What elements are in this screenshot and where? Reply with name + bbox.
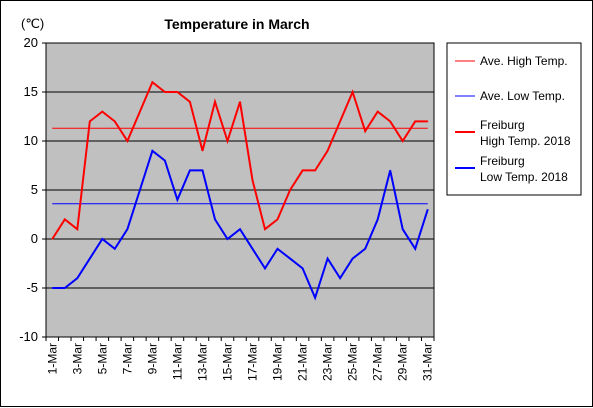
x-tick-label: 29-Mar — [396, 343, 410, 381]
x-tick-label: 1-Mar — [45, 343, 59, 374]
x-tick-label: 21-Mar — [296, 343, 310, 381]
x-tick-label: 23-Mar — [321, 343, 335, 381]
data-point — [101, 111, 103, 113]
legend-label: Freiburg — [480, 154, 525, 168]
data-point — [201, 150, 204, 152]
y-tick-label: 5 — [31, 182, 38, 197]
data-point — [239, 101, 241, 103]
data-point — [164, 91, 166, 93]
data-point — [51, 238, 53, 240]
x-tick-label: 7-Mar — [120, 343, 134, 374]
x-tick-label: 15-Mar — [220, 343, 234, 381]
y-tick-label: 0 — [31, 231, 38, 246]
data-point — [352, 91, 354, 93]
data-point — [327, 258, 329, 260]
data-point — [176, 91, 179, 93]
y-tick-label: 20 — [24, 35, 38, 50]
chart-title: Temperature in March — [164, 16, 309, 32]
data-point — [176, 199, 179, 201]
data-point — [414, 120, 416, 122]
data-point — [89, 120, 91, 122]
data-point — [264, 228, 266, 230]
data-point — [389, 120, 391, 122]
x-tick-label: 13-Mar — [195, 343, 209, 381]
x-tick-label: 27-Mar — [371, 343, 385, 381]
data-point — [414, 248, 416, 250]
data-point — [139, 189, 141, 191]
x-tick-label: 3-Mar — [70, 343, 84, 374]
data-point — [114, 120, 116, 122]
data-point — [89, 258, 91, 260]
data-point — [276, 248, 279, 250]
data-point — [226, 140, 229, 142]
data-point — [301, 169, 304, 171]
data-point — [264, 267, 266, 269]
data-point — [352, 258, 354, 260]
data-point — [251, 248, 254, 250]
x-tick-label: 31-Mar — [421, 343, 435, 381]
data-point — [214, 101, 216, 103]
data-point — [76, 277, 78, 279]
data-point — [289, 258, 291, 260]
plot-area: 20 15 10 5 0 -5 -10 1-Mar 3-Mar 5-Mar 7-Mar 9-Mar 11… — [19, 35, 435, 381]
data-point — [364, 248, 366, 250]
data-point — [339, 120, 341, 122]
data-point — [289, 189, 291, 191]
y-axis-unit: (℃) — [21, 16, 44, 31]
data-point — [151, 150, 153, 152]
x-tick-label: 17-Mar — [246, 343, 260, 381]
data-point — [427, 120, 429, 122]
data-point — [189, 101, 191, 103]
data-point — [189, 169, 191, 171]
data-point — [389, 169, 391, 171]
data-point — [126, 140, 128, 142]
x-tick-label: 19-Mar — [271, 343, 285, 381]
data-point — [214, 218, 216, 220]
data-point — [427, 209, 429, 211]
data-point — [377, 218, 379, 220]
data-point — [64, 287, 66, 289]
data-point — [314, 169, 316, 171]
data-point — [64, 218, 66, 220]
y-tick-label: -10 — [19, 329, 38, 344]
data-point — [402, 228, 404, 230]
data-point — [339, 277, 341, 279]
data-point — [314, 297, 316, 299]
x-tick-label: 9-Mar — [145, 343, 159, 374]
data-point — [327, 150, 329, 152]
data-point — [377, 111, 379, 113]
data-point — [402, 140, 404, 142]
legend: Ave. High Temp. Ave. Low Temp. Freiburg Hig… — [446, 42, 582, 196]
y-tick-label: 15 — [24, 84, 38, 99]
data-point — [139, 111, 141, 113]
legend-label: High Temp. 2018 — [480, 134, 571, 148]
data-point — [364, 130, 366, 132]
data-point — [164, 160, 166, 162]
data-point — [201, 169, 204, 171]
x-tick-label: 11-Mar — [170, 343, 184, 380]
legend-label: Low Temp. 2018 — [480, 170, 568, 184]
data-point — [239, 228, 241, 230]
data-point — [76, 228, 78, 230]
legend-label: Ave. Low Temp. — [480, 89, 565, 103]
data-point — [251, 179, 254, 181]
data-point — [151, 81, 153, 83]
legend-label: Freiburg — [480, 118, 525, 132]
data-point — [276, 218, 279, 220]
x-tick-label: 25-Mar — [346, 343, 360, 381]
y-tick-label: -5 — [26, 280, 38, 295]
data-point — [126, 228, 128, 230]
data-point — [51, 287, 53, 289]
data-point — [301, 267, 304, 269]
y-tick-label: 10 — [24, 133, 38, 148]
data-point — [114, 248, 116, 250]
data-point — [226, 238, 229, 240]
x-tick-label: 5-Mar — [95, 343, 109, 374]
data-point — [101, 238, 103, 240]
legend-label: Ave. High Temp. — [480, 54, 568, 68]
legend-box — [446, 42, 582, 196]
